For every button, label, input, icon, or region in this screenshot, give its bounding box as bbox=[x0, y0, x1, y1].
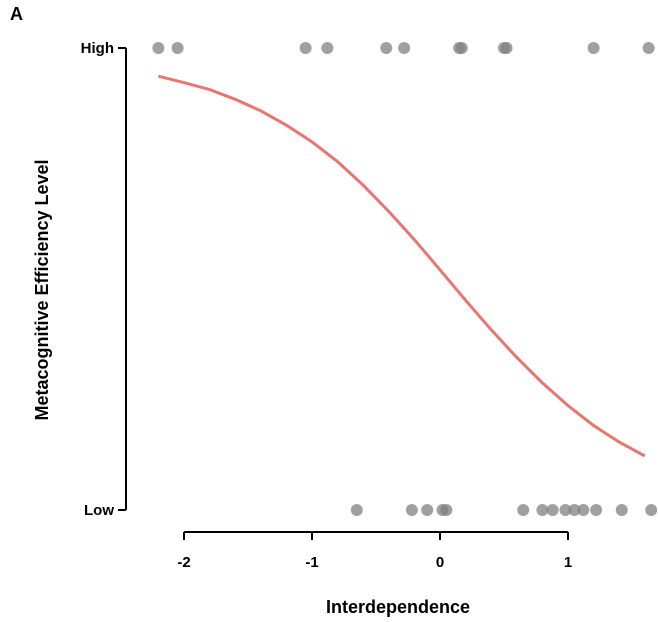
data-point-low bbox=[577, 504, 590, 516]
data-point-high bbox=[299, 42, 312, 54]
data-point-low bbox=[440, 504, 453, 516]
y-tick-label: High bbox=[81, 40, 114, 57]
y-tick-label: Low bbox=[84, 502, 114, 519]
x-tick-label: 0 bbox=[436, 554, 444, 571]
data-point-high bbox=[587, 42, 600, 54]
x-tick-label: -1 bbox=[305, 554, 318, 571]
data-point-high bbox=[152, 42, 165, 54]
x-tick-label: -2 bbox=[177, 554, 190, 571]
data-point-low bbox=[536, 504, 549, 516]
y-axis-title: Metacognitive Efficiency Level bbox=[32, 159, 52, 420]
data-point-low bbox=[350, 504, 363, 516]
data-point-low bbox=[645, 504, 658, 516]
x-axis-title: Interdependence bbox=[326, 597, 470, 617]
data-point-high bbox=[398, 42, 411, 54]
data-point-high bbox=[642, 42, 655, 54]
data-point-low bbox=[546, 504, 559, 516]
data-point-low bbox=[615, 504, 628, 516]
data-point-low bbox=[568, 504, 581, 516]
data-point-low bbox=[517, 504, 530, 516]
data-point-high bbox=[321, 42, 334, 54]
data-point-high bbox=[455, 42, 468, 54]
tick-group: -2 -1 0 1 High Low bbox=[81, 40, 573, 571]
x-tick-label: 1 bbox=[564, 554, 572, 571]
data-point-low bbox=[421, 504, 434, 516]
point-group bbox=[152, 42, 658, 516]
fit-curve bbox=[158, 74, 646, 458]
data-point-high bbox=[380, 42, 393, 54]
data-point-high bbox=[171, 42, 184, 54]
data-point-high bbox=[500, 42, 513, 54]
panel-label: A bbox=[10, 4, 23, 24]
data-point-low bbox=[559, 504, 572, 516]
data-point-low bbox=[405, 504, 418, 516]
data-point-low bbox=[590, 504, 603, 516]
axes bbox=[125, 48, 568, 533]
